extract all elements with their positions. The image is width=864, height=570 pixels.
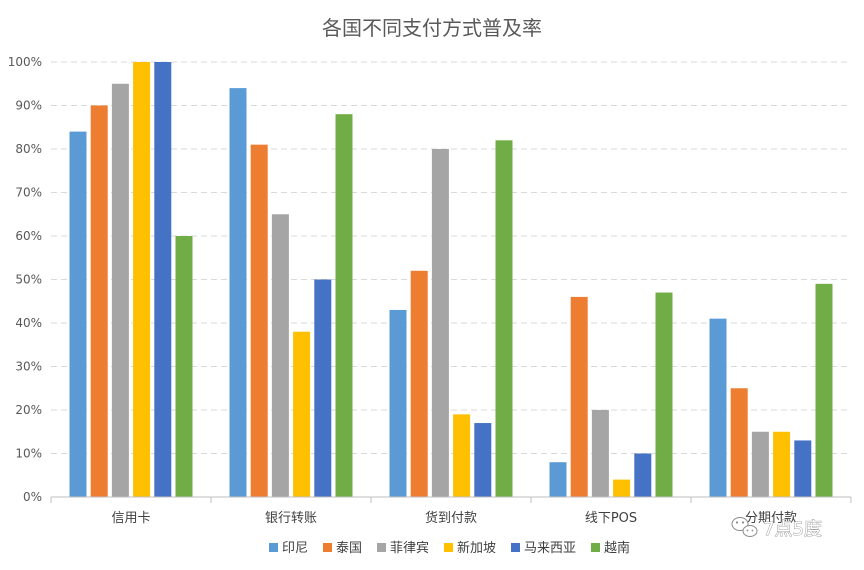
x-axis bbox=[50, 496, 852, 503]
legend-swatch bbox=[511, 543, 520, 552]
bar bbox=[773, 431, 791, 497]
bar bbox=[111, 83, 129, 497]
y-axis-ticks: 0% 10% 20% 30% 40% 50% 60% 70% 80% 90% 100% bbox=[8, 55, 42, 504]
legend-swatch bbox=[377, 543, 386, 552]
y-tick-label: 20% bbox=[15, 403, 42, 417]
y-tick-label: 50% bbox=[15, 273, 42, 287]
legend-label: 马来西亚 bbox=[524, 541, 576, 556]
x-category-label: 分期付款 bbox=[745, 511, 797, 526]
legend-label: 印尼 bbox=[282, 541, 308, 556]
bar bbox=[815, 283, 833, 497]
watermark-text: 7点5度 bbox=[763, 519, 822, 540]
bar bbox=[410, 270, 428, 497]
y-tick-label: 60% bbox=[15, 229, 42, 243]
bar bbox=[293, 331, 311, 497]
bar bbox=[335, 114, 353, 497]
x-category-label: 货到付款 bbox=[425, 510, 477, 526]
y-tick-label: 30% bbox=[15, 360, 42, 374]
bar bbox=[453, 414, 471, 497]
bar bbox=[314, 279, 332, 497]
bar bbox=[250, 144, 268, 497]
bar bbox=[271, 214, 289, 497]
bar bbox=[154, 62, 172, 497]
legend-label: 泰国 bbox=[336, 541, 362, 556]
wechat-icon bbox=[731, 517, 758, 537]
bar bbox=[613, 479, 631, 497]
bar bbox=[591, 410, 609, 497]
bar bbox=[794, 440, 812, 497]
chart-title: 各国不同支付方式普及率 bbox=[322, 16, 542, 40]
legend-label: 越南 bbox=[604, 540, 630, 556]
y-tick-label: 100% bbox=[8, 55, 42, 69]
bar bbox=[495, 140, 513, 498]
y-tick-label: 90% bbox=[15, 99, 42, 113]
bar bbox=[175, 236, 193, 497]
bar bbox=[655, 292, 673, 497]
bar bbox=[549, 462, 567, 497]
bar bbox=[90, 105, 108, 497]
y-tick-label: 70% bbox=[15, 186, 42, 200]
bar bbox=[474, 423, 492, 497]
bar bbox=[133, 62, 151, 497]
legend-swatch bbox=[591, 543, 600, 552]
x-category-label: 信用卡 bbox=[111, 511, 150, 526]
x-axis-labels: 信用卡 银行转账 货到付款 线下POS 分期付款 bbox=[111, 510, 797, 526]
bar bbox=[751, 431, 769, 497]
bar bbox=[730, 388, 748, 497]
legend-swatch bbox=[323, 543, 332, 552]
x-category-label: 线下POS bbox=[585, 511, 637, 526]
x-category-label: 银行转账 bbox=[265, 511, 317, 526]
bar bbox=[389, 309, 407, 497]
y-tick-label: 40% bbox=[15, 316, 42, 330]
legend-swatch bbox=[444, 543, 453, 552]
legend-label: 菲律宾 bbox=[390, 540, 429, 556]
y-tick-label: 80% bbox=[15, 142, 42, 156]
y-tick-label: 10% bbox=[15, 447, 42, 461]
bar bbox=[69, 131, 87, 497]
watermark: 7点5度 bbox=[731, 517, 822, 540]
bar bbox=[570, 296, 588, 497]
bar bbox=[634, 453, 652, 497]
legend-swatch bbox=[269, 543, 278, 552]
legend-label: 新加坡 bbox=[457, 540, 496, 556]
bar bbox=[431, 149, 449, 497]
bar bbox=[709, 318, 727, 497]
bars bbox=[69, 62, 833, 498]
legend: 印尼 泰国 菲律宾 新加坡 马来西亚 越南 bbox=[269, 540, 630, 556]
y-tick-label: 0% bbox=[23, 490, 42, 504]
bar bbox=[229, 88, 247, 497]
